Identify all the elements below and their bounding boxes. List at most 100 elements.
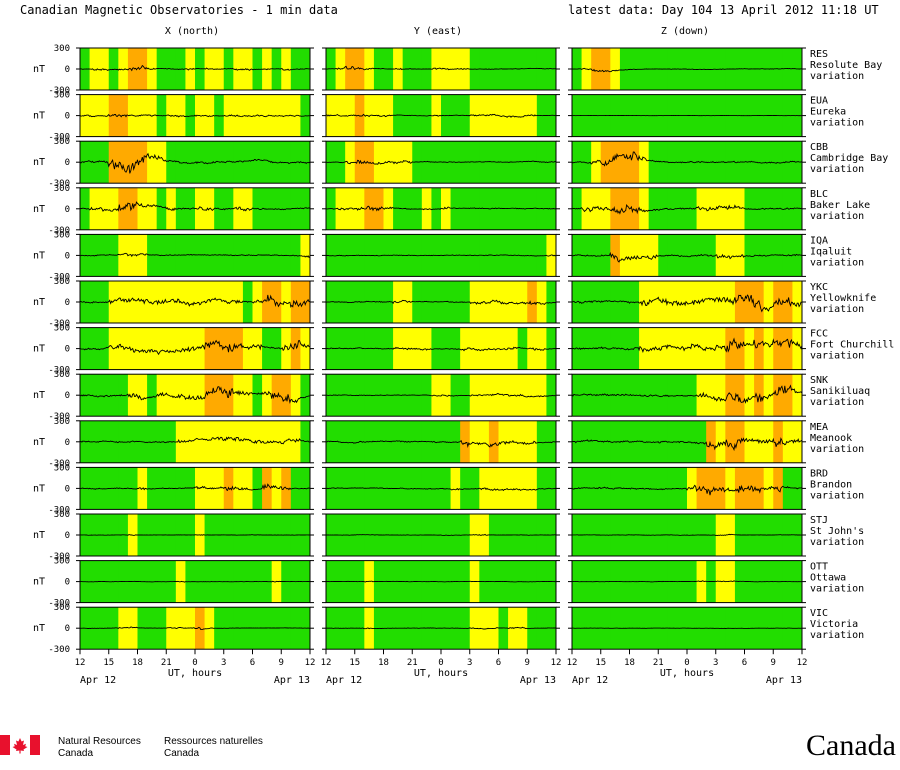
activity-band xyxy=(290,374,301,417)
activity-band xyxy=(546,281,557,323)
activity-band xyxy=(185,420,196,463)
x-tick-label: 3 xyxy=(467,658,472,668)
activity-band xyxy=(696,467,707,510)
series-line xyxy=(79,436,311,445)
activity-band xyxy=(127,234,138,277)
activity-band xyxy=(744,420,755,463)
series-line xyxy=(79,339,311,356)
activity-band xyxy=(156,141,167,184)
activity-band xyxy=(469,187,480,230)
activity-band xyxy=(326,420,336,463)
activity-band xyxy=(744,281,755,323)
station-variation-label: variation xyxy=(810,257,864,268)
activity-band xyxy=(421,141,432,184)
activity-band xyxy=(118,234,129,277)
activity-band xyxy=(696,234,707,277)
activity-band xyxy=(725,420,736,463)
y-tick-label: -300 xyxy=(48,599,70,609)
activity-band xyxy=(290,281,301,323)
activity-band xyxy=(658,234,669,277)
y-tick-label: 0 xyxy=(65,205,70,215)
column-title-z: Z (down) xyxy=(661,26,709,37)
station-name: Ottawa xyxy=(810,573,846,584)
activity-band xyxy=(233,327,244,370)
activity-band xyxy=(773,327,784,370)
activity-band xyxy=(262,467,273,510)
activity-band xyxy=(281,327,292,370)
activity-band xyxy=(667,281,678,323)
y-tick-label: 300 xyxy=(54,324,70,334)
activity-band xyxy=(137,234,148,277)
activity-band xyxy=(734,420,745,463)
panel-vic-z xyxy=(568,606,806,650)
activity-band xyxy=(600,187,611,230)
x-tick-label: 6 xyxy=(250,658,255,668)
activity-band xyxy=(508,94,519,137)
panel-iqa-y xyxy=(322,233,560,277)
activity-band xyxy=(185,141,196,184)
series-line xyxy=(325,393,556,398)
activity-band xyxy=(127,48,138,90)
activity-band xyxy=(262,141,273,184)
y-axis-unit: nT xyxy=(33,437,45,448)
activity-band xyxy=(450,467,461,510)
station-variation-label: variation xyxy=(810,118,864,129)
y-axis-unit: nT xyxy=(33,64,45,75)
activity-band xyxy=(383,141,394,184)
activity-band xyxy=(619,234,630,277)
station-name: Cambridge Bay xyxy=(810,153,888,164)
activity-band xyxy=(290,327,301,370)
activity-band xyxy=(536,327,547,370)
y-tick-label: 0 xyxy=(65,65,70,75)
activity-band xyxy=(300,327,311,370)
y-axis-unit: nT xyxy=(33,250,45,261)
activity-band xyxy=(147,327,158,370)
x-tick-label: 6 xyxy=(496,658,501,668)
activity-band xyxy=(89,374,100,417)
activity-band xyxy=(527,281,538,323)
activity-band xyxy=(648,281,659,323)
activity-band xyxy=(233,94,244,137)
chart-title: Canadian Magnetic Observatories - 1 min … xyxy=(20,3,338,17)
activity-band xyxy=(252,467,263,510)
activity-band xyxy=(536,281,547,323)
activity-band xyxy=(517,420,528,463)
activity-band xyxy=(402,467,413,510)
activity-band xyxy=(498,467,509,510)
station-code: BRD xyxy=(810,468,828,479)
nrcan-english: Natural Resources Canada xyxy=(58,736,141,760)
panel-ott-z xyxy=(568,560,806,604)
series-line xyxy=(571,294,803,313)
series-line xyxy=(325,439,557,449)
activity-band xyxy=(354,187,365,230)
activity-band xyxy=(792,187,803,230)
x-tick-label: 3 xyxy=(713,658,718,668)
station-variation-label: variation xyxy=(810,211,864,222)
activity-band xyxy=(744,327,755,370)
activity-band xyxy=(488,141,499,184)
activity-band xyxy=(300,234,311,277)
station-variation-label: variation xyxy=(810,397,864,408)
activity-band xyxy=(137,281,148,323)
x-tick-label: 3 xyxy=(221,658,226,668)
station-name: Brandon xyxy=(810,479,852,490)
y-tick-label: 0 xyxy=(65,345,70,355)
activity-band xyxy=(546,234,557,277)
y-tick-label: -300 xyxy=(48,505,70,515)
series-line xyxy=(80,483,311,492)
activity-band xyxy=(127,187,138,230)
station-variation-label: variation xyxy=(810,304,864,315)
panel-mea-x xyxy=(76,420,314,464)
x-tick-label: 0 xyxy=(438,658,443,668)
activity-band xyxy=(204,281,215,323)
activity-band xyxy=(546,141,557,184)
activity-band xyxy=(335,94,346,137)
y-axis-unit: nT xyxy=(33,297,45,308)
panel-brd-y xyxy=(322,466,560,510)
series-line xyxy=(571,437,803,452)
activity-band xyxy=(89,94,100,137)
panel-ykc-z xyxy=(568,280,806,324)
activity-band xyxy=(204,374,215,417)
series-line xyxy=(79,152,311,174)
activity-band xyxy=(99,141,110,184)
